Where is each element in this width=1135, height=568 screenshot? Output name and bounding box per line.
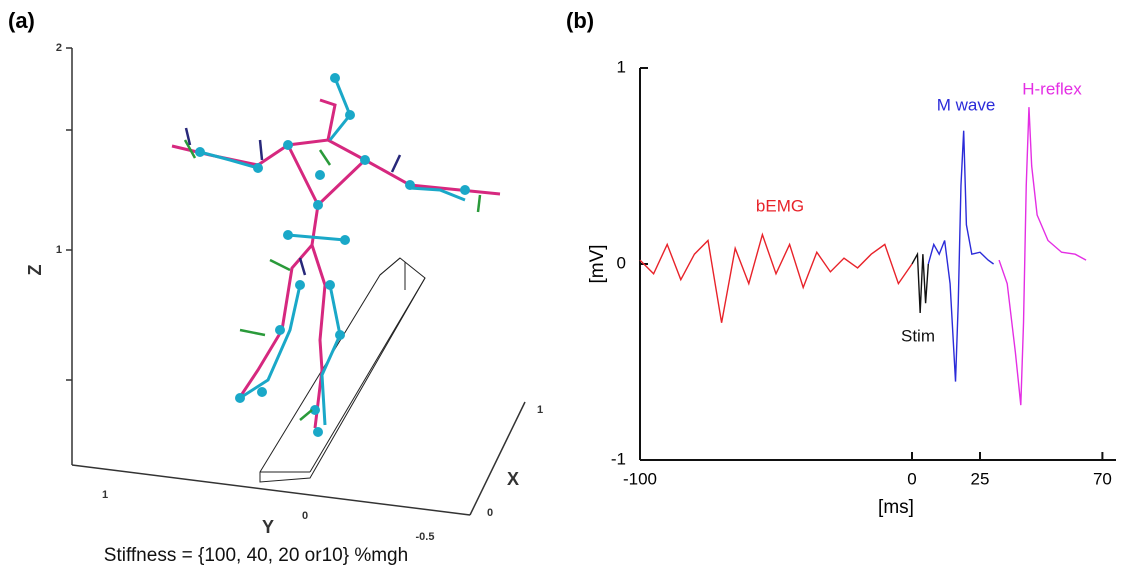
trace-label: Stim [901,326,935,345]
z-tick-label: 1 [56,244,62,256]
x-tick-label: 0 [907,469,916,488]
x-axis-label: X [507,469,519,489]
x-tick-label: -100 [623,469,657,488]
y-tick-label: -1 [611,449,626,468]
trace [639,232,913,323]
z-axis-label: Z [25,265,45,276]
trace-label: bEMG [756,196,804,215]
x-tick-label: 0 [487,507,493,519]
x-tick-label: 25 [971,469,990,488]
z-tick-label: 2 [56,42,62,54]
y-tick-label: 1 [102,489,108,501]
y-tick-label: 1 [617,57,626,76]
y-axis-label: Y [262,517,274,537]
y-tick-label: 0 [617,253,626,272]
skeleton [171,73,501,437]
trace [927,130,995,382]
x-tick-label: 1 [537,404,543,416]
trace-label: H-reflex [1022,79,1082,98]
x-tick-label: 70 [1093,469,1112,488]
y-tick-label: -0.5 [416,531,435,543]
trace [911,251,930,314]
trace-label: M wave [937,95,996,114]
y-axis-label: [mV] [587,244,608,283]
panel-label: (b) [566,8,594,33]
axes-3d [66,47,526,516]
caption: Stiffness = {100, 40, 20 or10} %mgh [104,545,408,566]
x-axis-label: [ms] [878,497,914,518]
beam [259,257,426,483]
panel-label: (a) [8,8,35,33]
trace [998,107,1087,406]
y-tick-label: 0 [302,510,308,522]
